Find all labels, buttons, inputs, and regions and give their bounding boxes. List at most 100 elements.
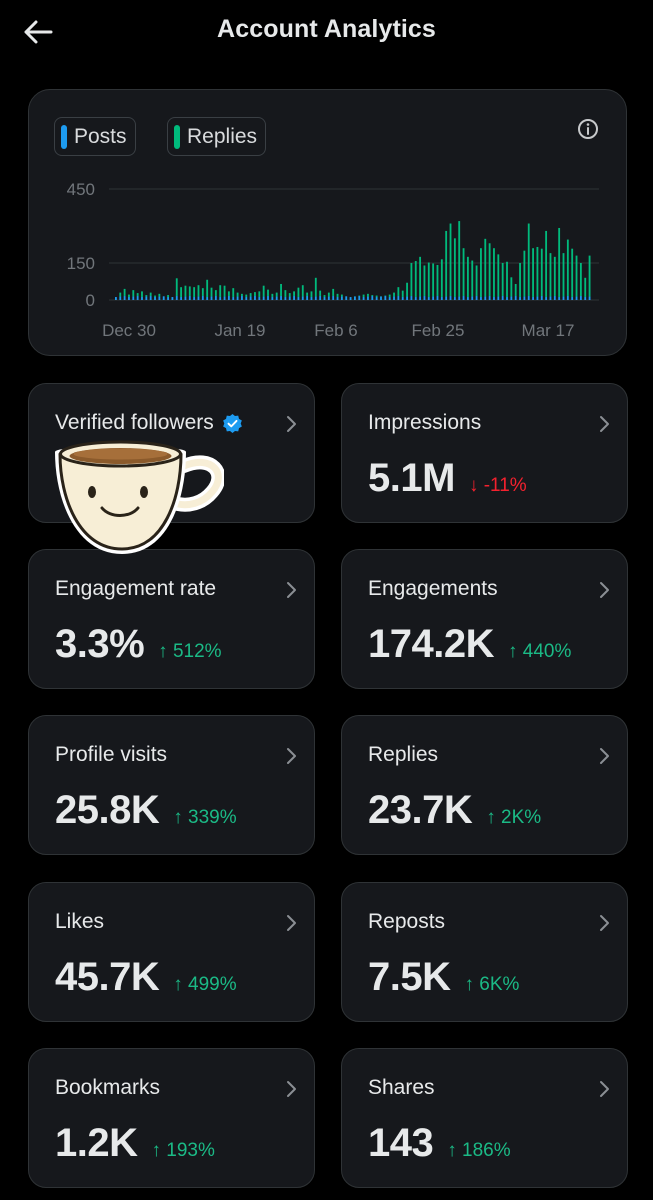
replies-bar (223, 285, 226, 297)
stat-label: Bookmarks (55, 1076, 161, 1099)
replies-bar (241, 293, 243, 297)
replies-bar (288, 293, 291, 297)
stat-label: Replies (368, 743, 439, 766)
posts-bar (380, 296, 382, 300)
replies-bar (432, 263, 435, 297)
posts-bar (488, 296, 491, 300)
y-tick-label: 0 (86, 291, 95, 310)
stat-card-bookmarks[interactable]: Bookmarks 1.2K ↑ 193% (28, 1048, 315, 1188)
legend-posts-chip[interactable]: Posts (54, 117, 136, 156)
replies-bar (128, 294, 130, 298)
top-bar: Account Analytics (0, 0, 653, 64)
chevron-right-icon (287, 582, 296, 598)
posts-bar (436, 296, 439, 300)
posts-bar (171, 297, 174, 300)
replies-bar (401, 290, 404, 298)
replies-bar (514, 283, 517, 297)
stat-label: Likes (55, 910, 105, 933)
stat-value: 45.7K (55, 955, 160, 999)
posts-bar (397, 296, 400, 300)
posts-bar (414, 297, 417, 300)
x-tick-label: Mar 17 (522, 321, 575, 340)
replies-bar (588, 255, 591, 297)
posts-bar (249, 296, 252, 300)
replies-bar (275, 292, 278, 297)
replies-bar (553, 256, 556, 297)
stat-change: ↑ 512% (158, 641, 222, 662)
replies-swatch (174, 124, 180, 149)
posts-bar (588, 296, 591, 300)
replies-bar (119, 292, 122, 297)
replies-bar (527, 223, 530, 297)
replies-bar (141, 291, 143, 298)
stat-card-replies[interactable]: Replies 23.7K ↑ 2K% (341, 715, 628, 855)
posts-bar (440, 297, 443, 300)
posts-bar (410, 296, 413, 300)
posts-bar (180, 297, 183, 300)
stat-card-impressions[interactable]: Impressions 5.1M ↓ -11% (341, 383, 628, 523)
replies-bar (197, 285, 200, 297)
legend-replies-label: Replies (187, 124, 258, 148)
replies-bar (132, 290, 135, 297)
stat-value-row: 1.2K ↑ 193% (55, 1121, 215, 1166)
stat-card-profile-visits[interactable]: Profile visits 25.8K ↑ 339% (28, 715, 315, 855)
posts-bar (445, 296, 448, 300)
replies-bar (206, 279, 209, 298)
posts-bar (158, 296, 161, 300)
replies-bar (445, 230, 448, 297)
stat-value: 143 (368, 1121, 434, 1165)
posts-bar (506, 297, 508, 300)
back-button[interactable] (18, 14, 58, 50)
posts-bar (575, 296, 578, 300)
replies-bar (484, 238, 487, 297)
posts-bar (579, 296, 582, 300)
replies-bar (436, 264, 439, 297)
stat-card-likes[interactable]: Likes 45.7K ↑ 499% (28, 882, 315, 1022)
info-icon[interactable] (576, 117, 600, 141)
stat-value: 7.5K (368, 955, 451, 999)
replies-bar (493, 248, 495, 298)
replies-bar (471, 260, 474, 297)
replies-bar (371, 295, 374, 297)
stat-card-reposts[interactable]: Reposts 7.5K ↑ 6K% (341, 882, 628, 1022)
posts-bar (232, 297, 235, 300)
replies-bar (536, 246, 539, 297)
replies-bar (236, 292, 239, 297)
posts-bar (210, 296, 213, 300)
replies-bar (558, 227, 561, 298)
replies-bar (532, 248, 534, 298)
replies-bar (362, 294, 365, 298)
posts-bar (197, 296, 200, 300)
posts-bar (293, 296, 295, 300)
replies-bar (293, 291, 295, 297)
posts-bar (545, 297, 548, 300)
replies-bar (571, 248, 574, 298)
posts-bar (362, 297, 365, 300)
posts-bar (371, 296, 374, 300)
stat-value-row: 174.2K ↑ 440% (368, 622, 571, 667)
posts-bar (471, 296, 474, 300)
posts-bar (184, 296, 187, 300)
legend-replies-chip[interactable]: Replies (167, 117, 267, 156)
posts-bar (514, 296, 517, 300)
replies-bar (193, 287, 196, 298)
stat-card-engagement-rate[interactable]: Engagement rate 3.3% ↑ 512% (28, 549, 315, 689)
posts-bar (149, 296, 152, 300)
stat-value: 174.2K (368, 622, 494, 666)
posts-bar (254, 296, 256, 300)
posts-bar (319, 296, 322, 300)
stat-card-shares[interactable]: Shares 143 ↑ 186% (341, 1048, 628, 1188)
posts-bar (432, 296, 435, 300)
posts-bar (423, 296, 426, 300)
replies-bar (575, 255, 578, 297)
posts-bar (540, 296, 543, 300)
arrow-left-icon (24, 20, 53, 44)
replies-bar (506, 261, 508, 298)
replies-bar (397, 287, 400, 297)
posts-bar (358, 296, 361, 300)
x-tick-label: Dec 30 (102, 321, 156, 340)
stat-card-engagements[interactable]: Engagements 174.2K ↑ 440% (341, 549, 628, 689)
replies-bar (310, 291, 313, 298)
replies-bar (393, 292, 395, 297)
replies-bar (501, 263, 504, 297)
